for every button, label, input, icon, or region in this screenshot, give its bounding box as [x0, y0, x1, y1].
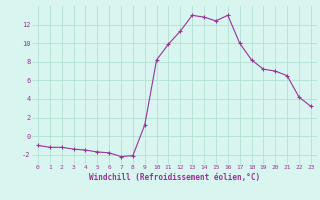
X-axis label: Windchill (Refroidissement éolien,°C): Windchill (Refroidissement éolien,°C) — [89, 173, 260, 182]
